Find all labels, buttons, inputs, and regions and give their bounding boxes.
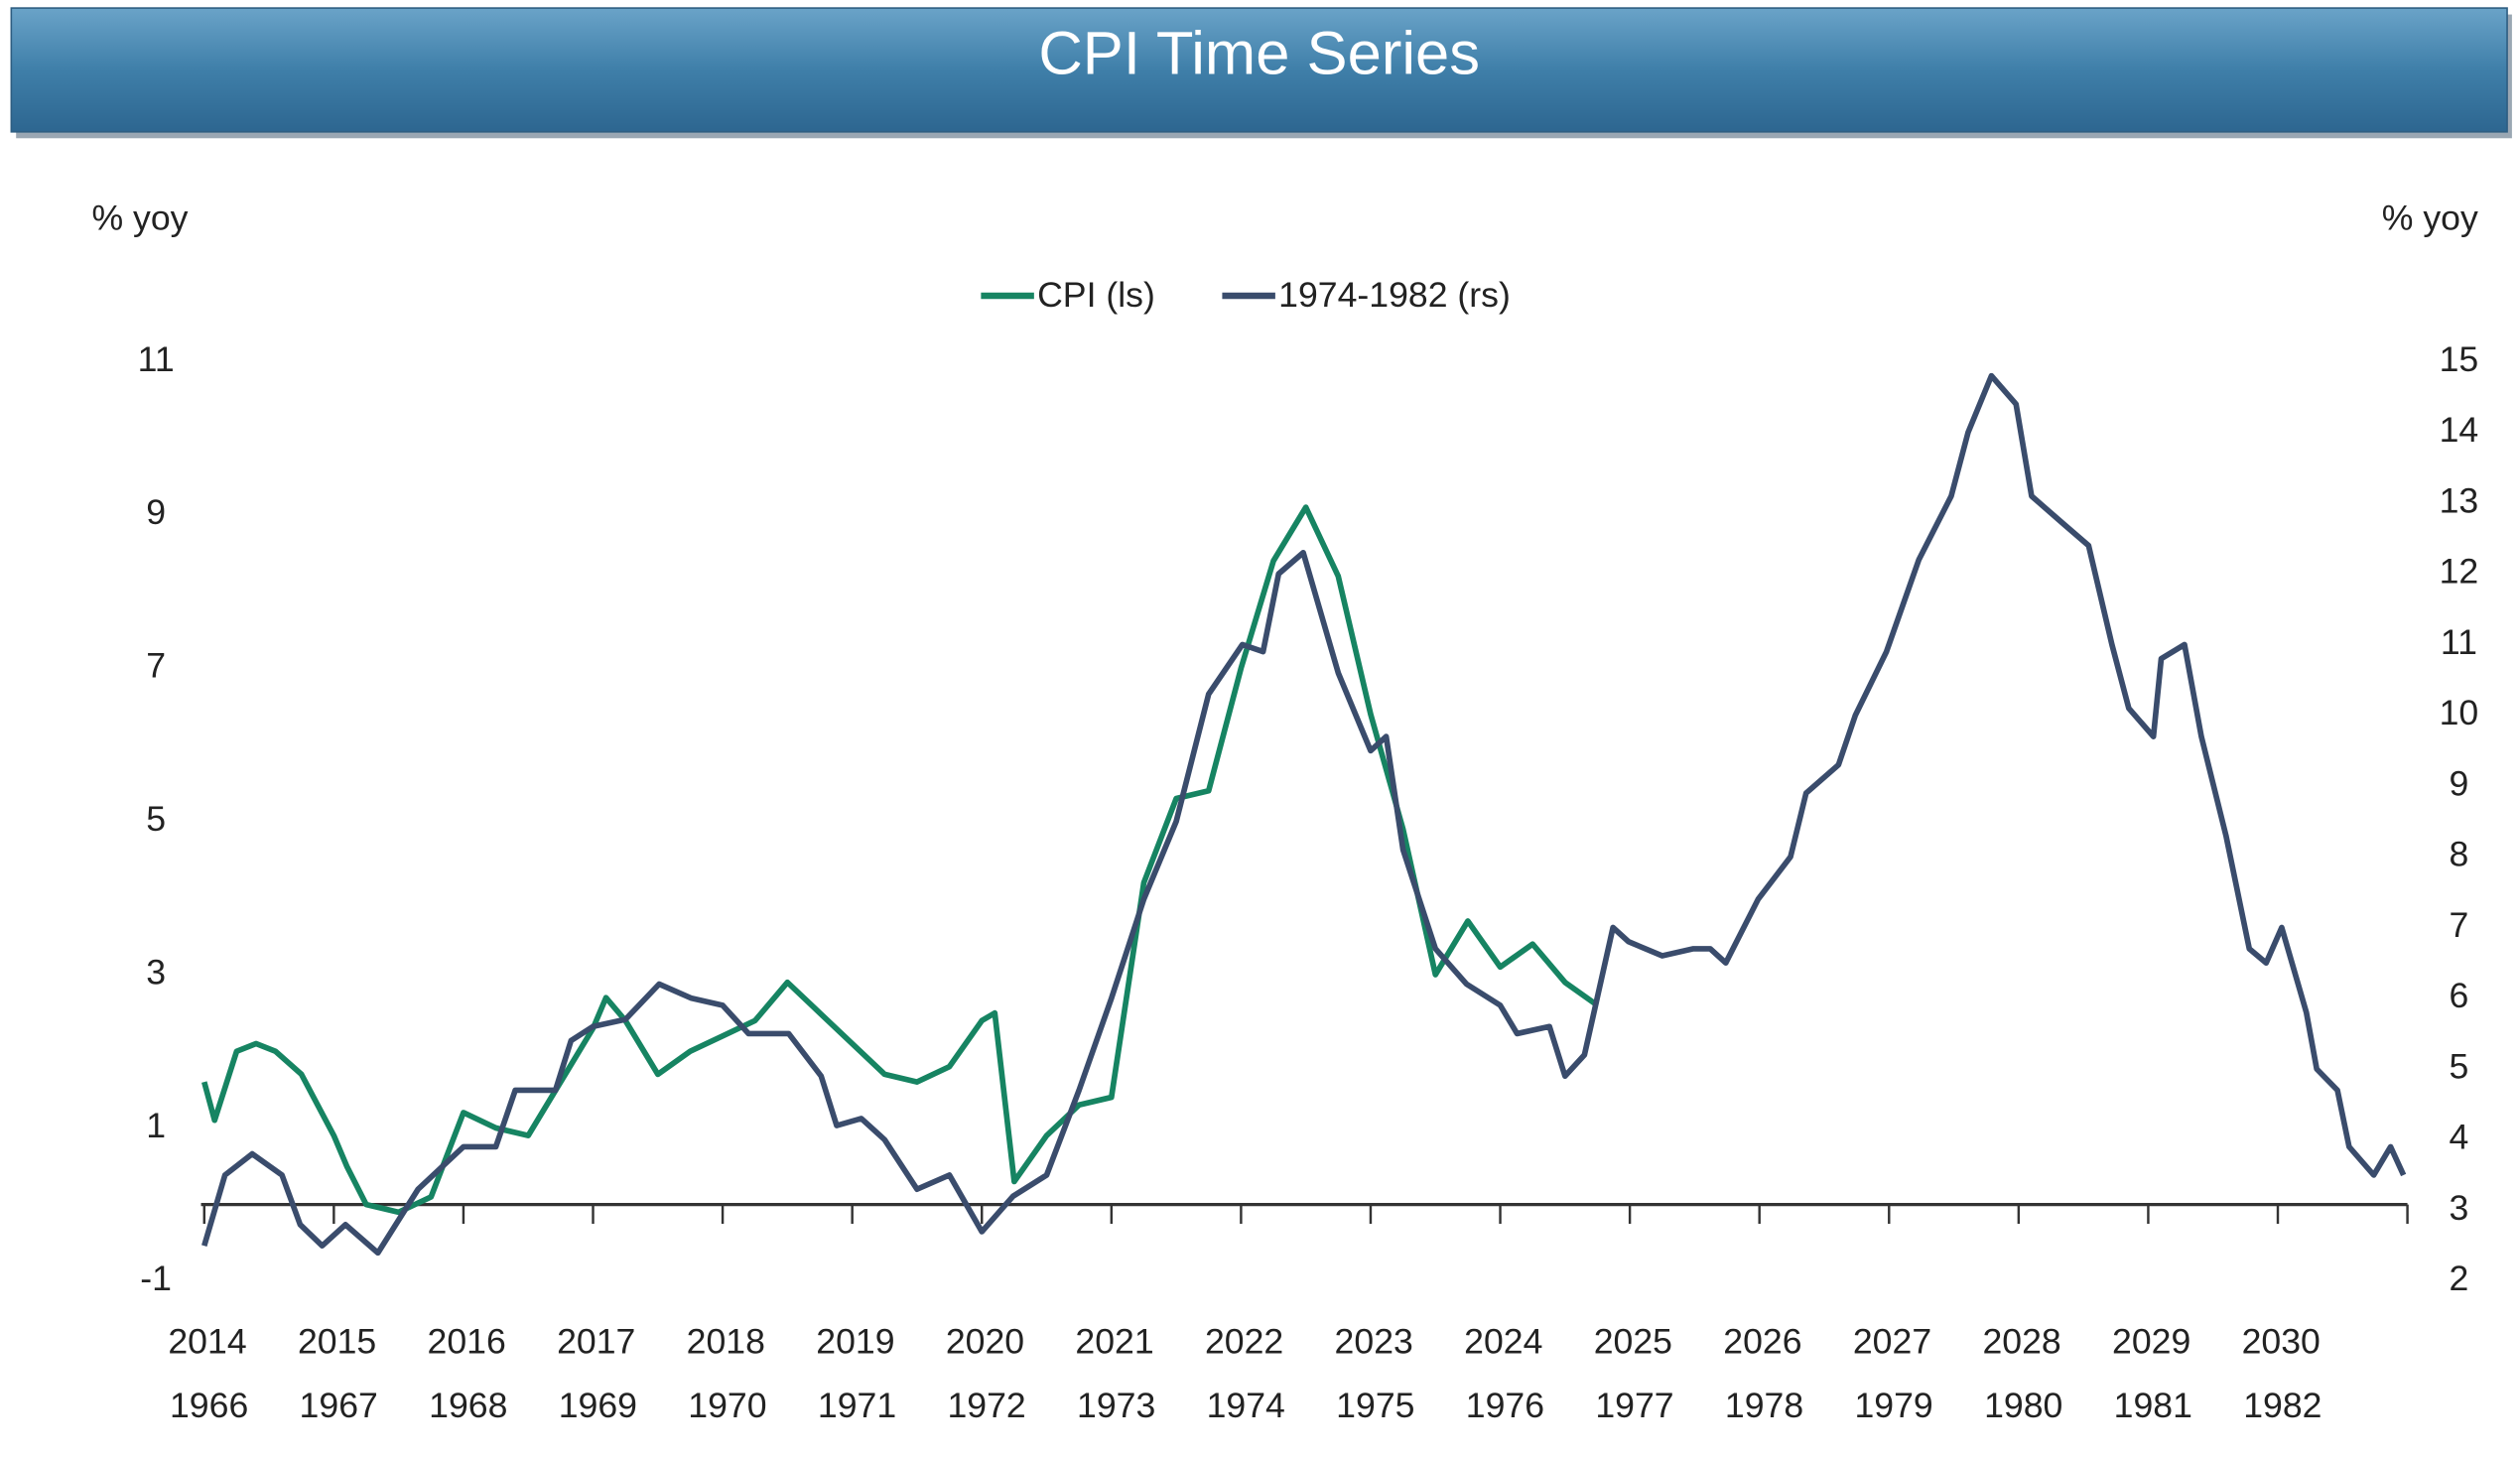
x2-tick-label: 1968 — [429, 1386, 507, 1425]
x-tick-label: 2028 — [1982, 1321, 2060, 1361]
x2-tick-label: 1966 — [170, 1386, 248, 1425]
x2-tick-label: 1977 — [1595, 1386, 1673, 1425]
x2-tick-label: 1970 — [688, 1386, 766, 1425]
x-tick-label: 2025 — [1594, 1321, 1672, 1361]
legend-label: CPI (ls) — [1037, 275, 1155, 315]
y-axis-label: % yoy — [91, 198, 188, 237]
title-banner — [10, 7, 2508, 133]
y-tick-label: 11 — [138, 339, 175, 379]
series-line — [201, 504, 1600, 1216]
legend-label: 1974-1982 (rs) — [1278, 275, 1511, 315]
x-tick-label: 2029 — [2112, 1321, 2190, 1361]
x-tick-label: 2016 — [428, 1321, 506, 1361]
x-tick-label: 2019 — [816, 1321, 894, 1361]
y-tick-label: 9 — [146, 492, 166, 532]
x-tick-label: 2021 — [1075, 1321, 1153, 1361]
y2-axis-label: % yoy — [2382, 198, 2478, 237]
x-tick-label: 2024 — [1464, 1321, 1542, 1361]
x2-tick-label: 1978 — [1725, 1386, 1803, 1425]
x2-tick-label: 1980 — [1984, 1386, 2062, 1425]
y-tick-label: 3 — [146, 952, 166, 992]
y2-tick-label: 6 — [2450, 976, 2469, 1015]
x-tick-label: 2022 — [1205, 1321, 1283, 1361]
x2-tick-label: 1979 — [1854, 1386, 1932, 1425]
y2-tick-label: 14 — [2440, 410, 2479, 450]
x-tick-label: 2023 — [1335, 1321, 1413, 1361]
x2-tick-label: 1974 — [1207, 1386, 1285, 1425]
y2-tick-label: 9 — [2450, 763, 2469, 803]
y2-tick-label: 12 — [2440, 552, 2479, 592]
x-tick-label: 2017 — [557, 1321, 635, 1361]
y2-tick-label: 7 — [2450, 905, 2469, 945]
x2-tick-label: 1972 — [947, 1386, 1025, 1425]
y2-tick-label: 5 — [2450, 1046, 2469, 1086]
x2-tick-label: 1976 — [1466, 1386, 1544, 1425]
x-tick-label: 2027 — [1853, 1321, 1931, 1361]
y-tick-label: 5 — [146, 799, 166, 839]
y2-tick-label: 11 — [2441, 622, 2477, 662]
y2-tick-label: 15 — [2440, 339, 2479, 379]
y2-tick-label: 2 — [2450, 1259, 2469, 1298]
x-tick-label: 2018 — [687, 1321, 765, 1361]
y2-tick-label: 13 — [2440, 480, 2479, 520]
x-tick-label: 2020 — [946, 1321, 1024, 1361]
y-tick-label: 7 — [146, 646, 166, 686]
chart-title: CPI Time Series — [1038, 20, 1480, 88]
x2-tick-label: 1971 — [818, 1386, 896, 1425]
y2-tick-label: 4 — [2450, 1118, 2469, 1157]
x2-tick-label: 1969 — [559, 1386, 637, 1425]
series-line — [201, 372, 2407, 1257]
y-tick-label: -1 — [140, 1259, 172, 1298]
y2-tick-label: 3 — [2450, 1188, 2469, 1228]
y-tick-label: 1 — [146, 1106, 166, 1145]
x-tick-label: 2014 — [168, 1321, 246, 1361]
x2-tick-label: 1982 — [2243, 1386, 2321, 1425]
x2-tick-label: 1973 — [1077, 1386, 1155, 1425]
y2-tick-label: 10 — [2440, 693, 2479, 732]
y2-tick-label: 8 — [2450, 835, 2469, 874]
x2-tick-label: 1981 — [2114, 1386, 2192, 1425]
x-tick-label: 2015 — [298, 1321, 376, 1361]
x-tick-label: 2030 — [2242, 1321, 2321, 1361]
x2-tick-label: 1975 — [1336, 1386, 1414, 1425]
x2-tick-label: 1967 — [300, 1386, 378, 1425]
x-tick-label: 2026 — [1723, 1321, 1801, 1361]
